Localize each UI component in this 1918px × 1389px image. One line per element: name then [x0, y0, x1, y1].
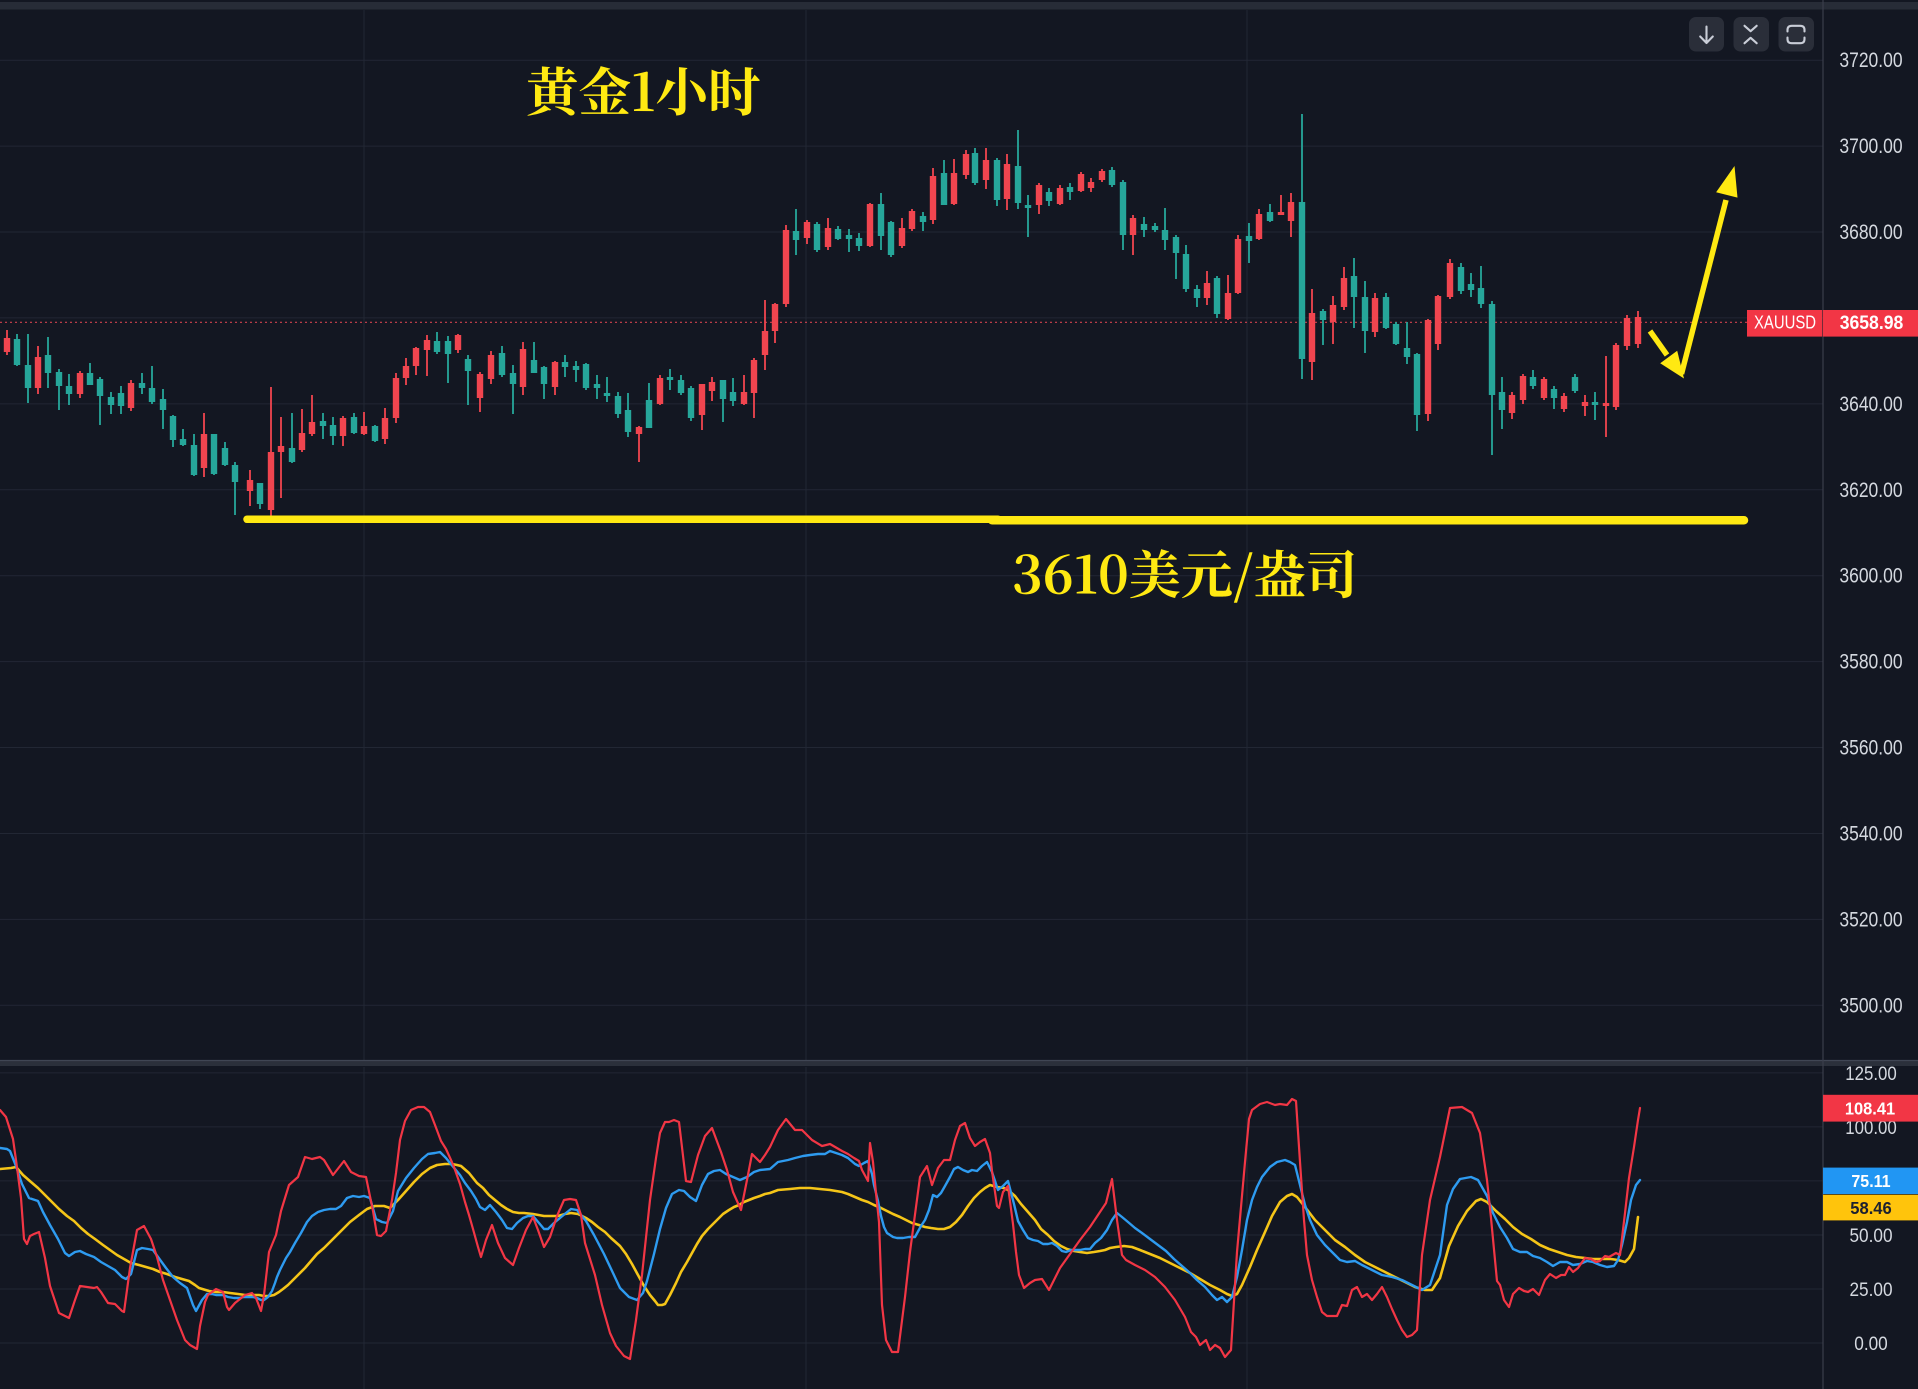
svg-text:3580.00: 3580.00	[1839, 651, 1902, 674]
svg-text:3640.00: 3640.00	[1839, 393, 1902, 416]
svg-text:3520.00: 3520.00	[1839, 908, 1902, 931]
svg-text:25.00: 25.00	[1850, 1280, 1893, 1301]
svg-text:108.41: 108.41	[1845, 1099, 1896, 1119]
svg-text:3720.00: 3720.00	[1839, 49, 1902, 72]
svg-text:58.46: 58.46	[1850, 1198, 1892, 1218]
svg-text:3500.00: 3500.00	[1839, 994, 1902, 1017]
svg-text:50.00: 50.00	[1850, 1226, 1893, 1247]
svg-text:75.11: 75.11	[1851, 1171, 1890, 1191]
svg-text:3560.00: 3560.00	[1839, 737, 1902, 760]
svg-text:3540.00: 3540.00	[1839, 823, 1902, 846]
svg-text:3658.98: 3658.98	[1840, 313, 1904, 334]
svg-text:100.00: 100.00	[1845, 1118, 1897, 1139]
svg-text:3700.00: 3700.00	[1839, 135, 1902, 158]
svg-text:3620.00: 3620.00	[1839, 479, 1902, 502]
svg-text:XAUUSD: XAUUSD	[1754, 313, 1816, 333]
svg-text:3680.00: 3680.00	[1839, 221, 1902, 244]
svg-text:3600.00: 3600.00	[1839, 565, 1902, 588]
svg-text:0.00: 0.00	[1854, 1334, 1888, 1355]
svg-text:125.00: 125.00	[1845, 1064, 1897, 1085]
